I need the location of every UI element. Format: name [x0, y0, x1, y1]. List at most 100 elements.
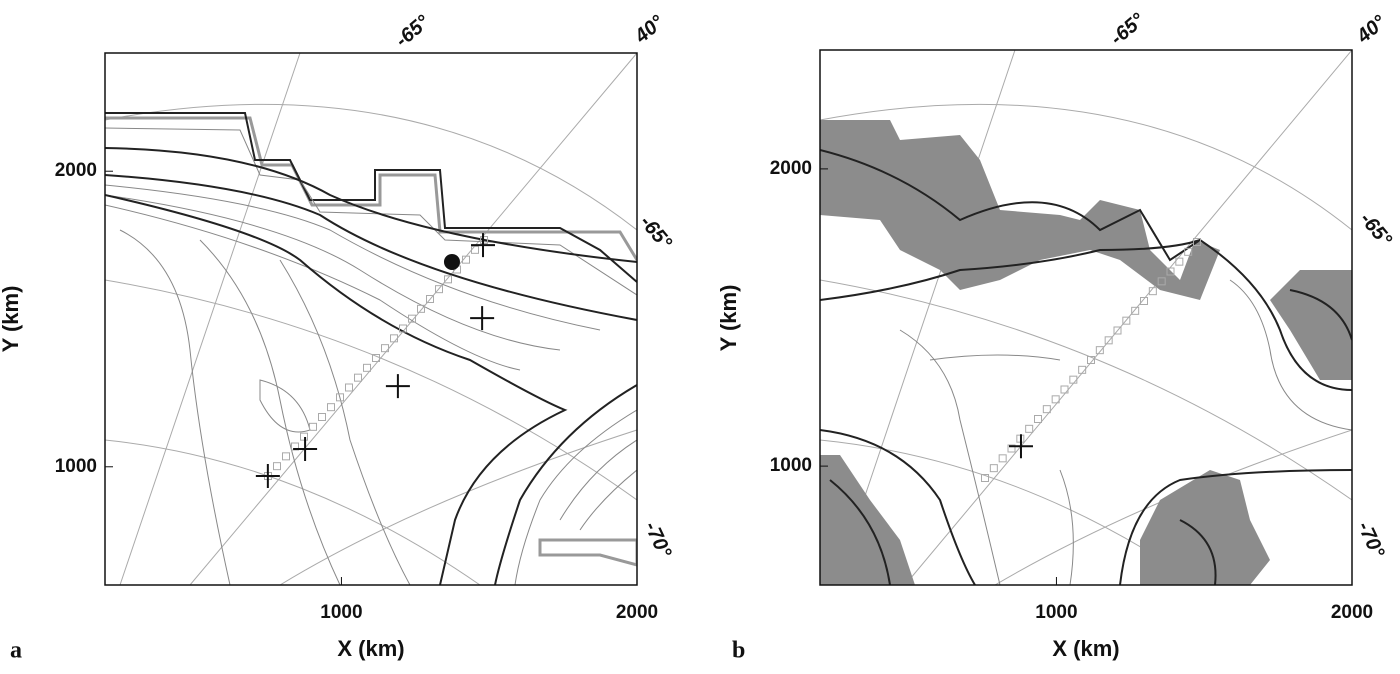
y-axis-label: Y (km) — [716, 285, 741, 352]
track-marker — [318, 413, 326, 421]
graticule-label: -65° — [1355, 208, 1396, 251]
track-marker — [336, 393, 344, 402]
x-tick-label: 1000 — [1035, 602, 1077, 623]
track-marker — [1025, 424, 1034, 433]
contour — [119, 229, 411, 585]
shaded-region — [820, 455, 915, 585]
track-marker — [1034, 415, 1042, 423]
graticule-label: 40° — [1352, 11, 1391, 49]
track-marker — [1095, 346, 1104, 355]
track-marker — [300, 432, 308, 441]
y-tick-label: 2000 — [770, 158, 812, 179]
graticule-label: -70° — [640, 518, 676, 562]
track-marker — [1131, 306, 1140, 315]
track-marker — [1166, 267, 1175, 276]
track-marker — [1157, 277, 1166, 286]
track-marker — [1051, 395, 1060, 404]
track-marker — [282, 452, 290, 461]
contour — [105, 174, 637, 321]
y-tick-label: 1000 — [770, 455, 812, 476]
x-tick-label: 2000 — [1331, 602, 1373, 623]
x-tick-label: 1000 — [320, 602, 362, 623]
point — [1008, 434, 1033, 459]
track-marker — [1078, 365, 1087, 374]
track-marker — [462, 255, 470, 264]
contour — [899, 279, 1352, 585]
track-marker — [390, 334, 398, 343]
graticule — [105, 53, 637, 585]
plot-frame — [104, 52, 638, 586]
contour — [105, 116, 637, 261]
track-marker — [471, 245, 479, 254]
track-marker — [981, 474, 989, 482]
track-marker — [1087, 356, 1095, 364]
map-a — [105, 53, 637, 585]
track-marker — [381, 344, 389, 353]
graticule — [820, 50, 1352, 585]
track-marker — [408, 314, 416, 323]
track-marker — [1007, 444, 1016, 453]
point — [385, 374, 410, 399]
contour — [820, 149, 1352, 585]
track-marker — [1193, 238, 1201, 246]
panel-label: a — [10, 638, 22, 664]
track-marker — [1184, 247, 1193, 256]
contour — [820, 238, 1352, 585]
track-marker — [1104, 336, 1113, 345]
track-marker — [354, 373, 362, 382]
track-marker — [372, 354, 380, 362]
x-axis-label: X (km) — [1052, 636, 1119, 661]
track-marker — [273, 462, 281, 471]
track-marker — [989, 464, 998, 473]
track-marker — [998, 454, 1007, 463]
track-marker — [327, 403, 335, 412]
point — [470, 306, 495, 331]
panel-label: b — [732, 638, 745, 664]
contour — [105, 147, 637, 263]
track-marker — [363, 363, 371, 372]
contour — [514, 409, 637, 585]
contour — [105, 127, 637, 296]
track-marker — [1122, 316, 1131, 325]
track-marker — [1069, 375, 1078, 384]
graticule-label: -65° — [1106, 9, 1149, 50]
track-marker — [345, 383, 353, 392]
track-marker — [417, 304, 425, 313]
track-marker — [1140, 297, 1148, 305]
track-marker — [309, 422, 317, 431]
map-b — [820, 50, 1352, 585]
track-marker — [435, 285, 443, 294]
contour — [538, 538, 637, 567]
track-marker — [444, 275, 452, 284]
contour — [494, 384, 637, 585]
track-marker — [1148, 287, 1157, 296]
point — [255, 463, 280, 488]
graticule-label: -65° — [391, 11, 434, 52]
track-marker — [426, 295, 434, 303]
point — [293, 437, 318, 462]
y-axis-label: Y (km) — [0, 286, 23, 353]
track-marker — [1042, 405, 1051, 414]
track-marker — [1175, 257, 1184, 266]
y-tick-label: 2000 — [55, 160, 97, 181]
graticule-label: -70° — [1353, 518, 1389, 562]
plot-frame — [819, 49, 1353, 586]
track-marker — [1113, 326, 1122, 335]
shaded-region — [1140, 470, 1270, 585]
track-marker — [1060, 385, 1069, 394]
point — [471, 233, 496, 258]
graticule-label: -65° — [635, 211, 676, 254]
y-tick-label: 1000 — [55, 456, 97, 477]
contour — [105, 194, 568, 585]
track-marker — [399, 324, 407, 333]
point — [443, 253, 460, 270]
shaded-region — [820, 120, 1220, 300]
contour — [105, 184, 601, 371]
x-tick-label: 2000 — [616, 602, 658, 623]
x-axis-label: X (km) — [337, 636, 404, 661]
graticule-label: 40° — [630, 11, 669, 49]
contour — [105, 112, 637, 283]
shaded-region — [1270, 270, 1352, 380]
